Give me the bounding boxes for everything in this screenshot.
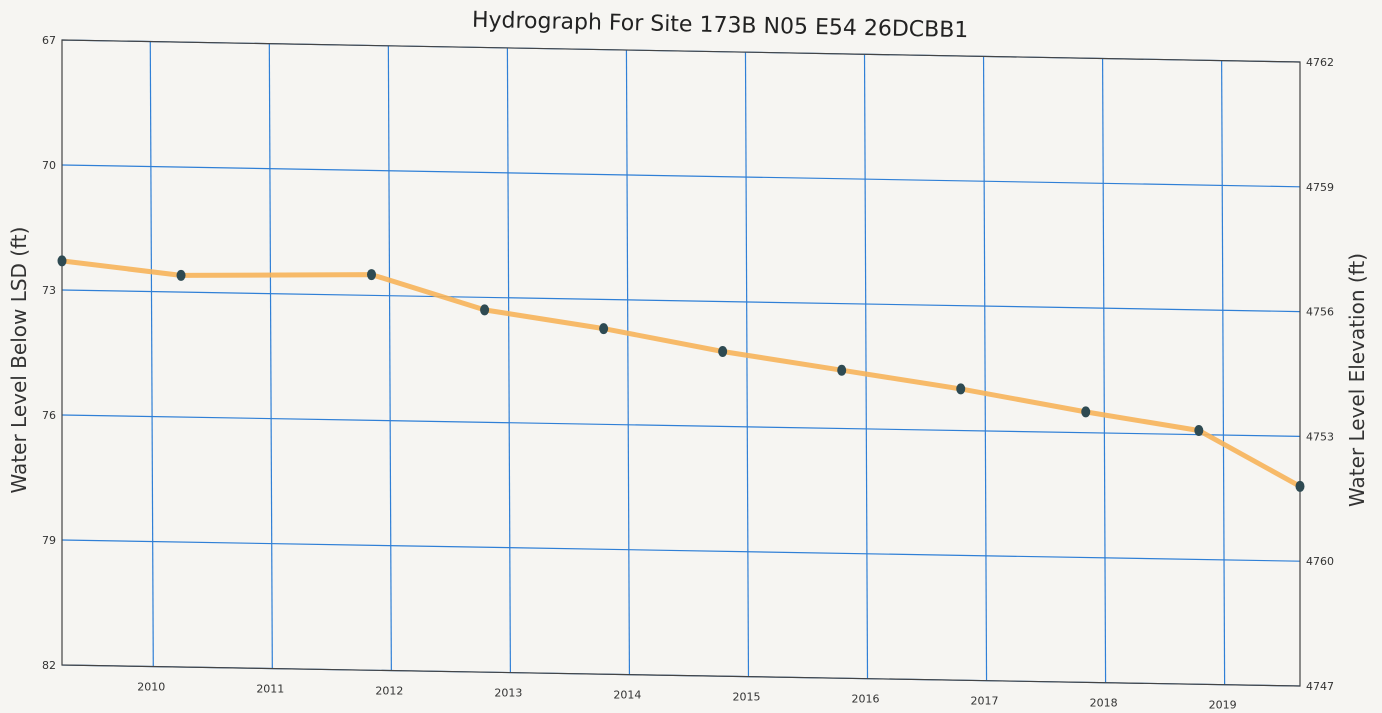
x-tick-label-1: 2011 [256, 683, 284, 696]
x-tick-label-5: 2015 [732, 691, 760, 704]
series-line-layer [59, 258, 1303, 489]
data-point-9 [1194, 424, 1204, 436]
h-gridline-1 [61, 164, 1301, 188]
x-tick-label-2: 2012 [375, 685, 403, 698]
x-tick-label-7: 2017 [971, 695, 999, 708]
data-point-0 [57, 255, 67, 267]
y2-tick-label-3: 4753 [1306, 430, 1334, 443]
x-tick-label-3: 2013 [494, 687, 522, 700]
v-gridline-2 [387, 45, 392, 671]
v-gridline-0 [149, 41, 154, 667]
chart-title: Hydrograph For Site 173B N05 E54 26DCBB1 [472, 8, 969, 43]
x-tick-label-4: 2014 [613, 689, 641, 702]
y-tick-label-0: 67 [42, 34, 56, 47]
y2-tick-labels: 4762 4759 4756 4753 4760 4747 [1306, 56, 1334, 693]
x-tick-label-0: 2010 [137, 681, 165, 694]
y2-tick-label-0: 4762 [1306, 56, 1334, 69]
data-point-7 [956, 383, 966, 395]
y-tick-label-3: 76 [42, 409, 56, 422]
y-tick-labels: 67 70 73 76 79 82 [42, 34, 56, 672]
data-point-5 [718, 345, 728, 357]
plot-frame [61, 39, 1301, 687]
v-gridline-7 [982, 56, 988, 681]
v-gridline-9 [1221, 60, 1226, 685]
x-tick-label-8: 2018 [1090, 697, 1118, 710]
x-tick-label-9: 2019 [1209, 699, 1237, 712]
v-gridline-3 [506, 47, 511, 673]
grid-layer [61, 39, 1301, 687]
data-point-6 [837, 364, 847, 376]
v-gridline-5 [744, 52, 750, 677]
v-gridline-1 [268, 43, 273, 669]
y2-tick-label-4: 4760 [1306, 555, 1334, 568]
y-tick-label-5: 82 [42, 659, 56, 672]
h-gridline-3 [61, 414, 1301, 437]
y2-tick-label-1: 4759 [1306, 181, 1334, 194]
data-point-3 [480, 304, 490, 316]
data-point-layer [57, 255, 1305, 492]
h-gridline-4 [61, 539, 1301, 562]
plot-border [61, 39, 1301, 687]
x-tick-label-6: 2016 [852, 693, 880, 706]
y-tick-label-4: 79 [42, 534, 56, 547]
y2-axis-title: Water Level Elevation (ft) [1345, 253, 1369, 507]
v-gridline-6 [863, 54, 869, 679]
y-tick-label-2: 73 [42, 284, 56, 297]
data-point-1 [176, 269, 186, 281]
y-axis-title: Water Level Below LSD (ft) [7, 227, 31, 494]
data-point-8 [1081, 406, 1091, 418]
y2-tick-label-5: 4747 [1306, 680, 1334, 693]
water-level-line [59, 258, 1303, 489]
v-gridline-8 [1101, 58, 1107, 683]
data-point-4 [599, 323, 609, 335]
x-tick-labels: 2010 2011 2012 2013 2014 2015 2016 2017 2018 2019 [137, 681, 1236, 712]
h-gridline-2 [61, 289, 1301, 313]
y-tick-label-1: 70 [42, 159, 56, 172]
data-point-10 [1295, 480, 1305, 492]
v-gridline-4 [625, 50, 631, 675]
y2-tick-label-2: 4756 [1306, 306, 1334, 319]
data-point-2 [367, 269, 376, 281]
